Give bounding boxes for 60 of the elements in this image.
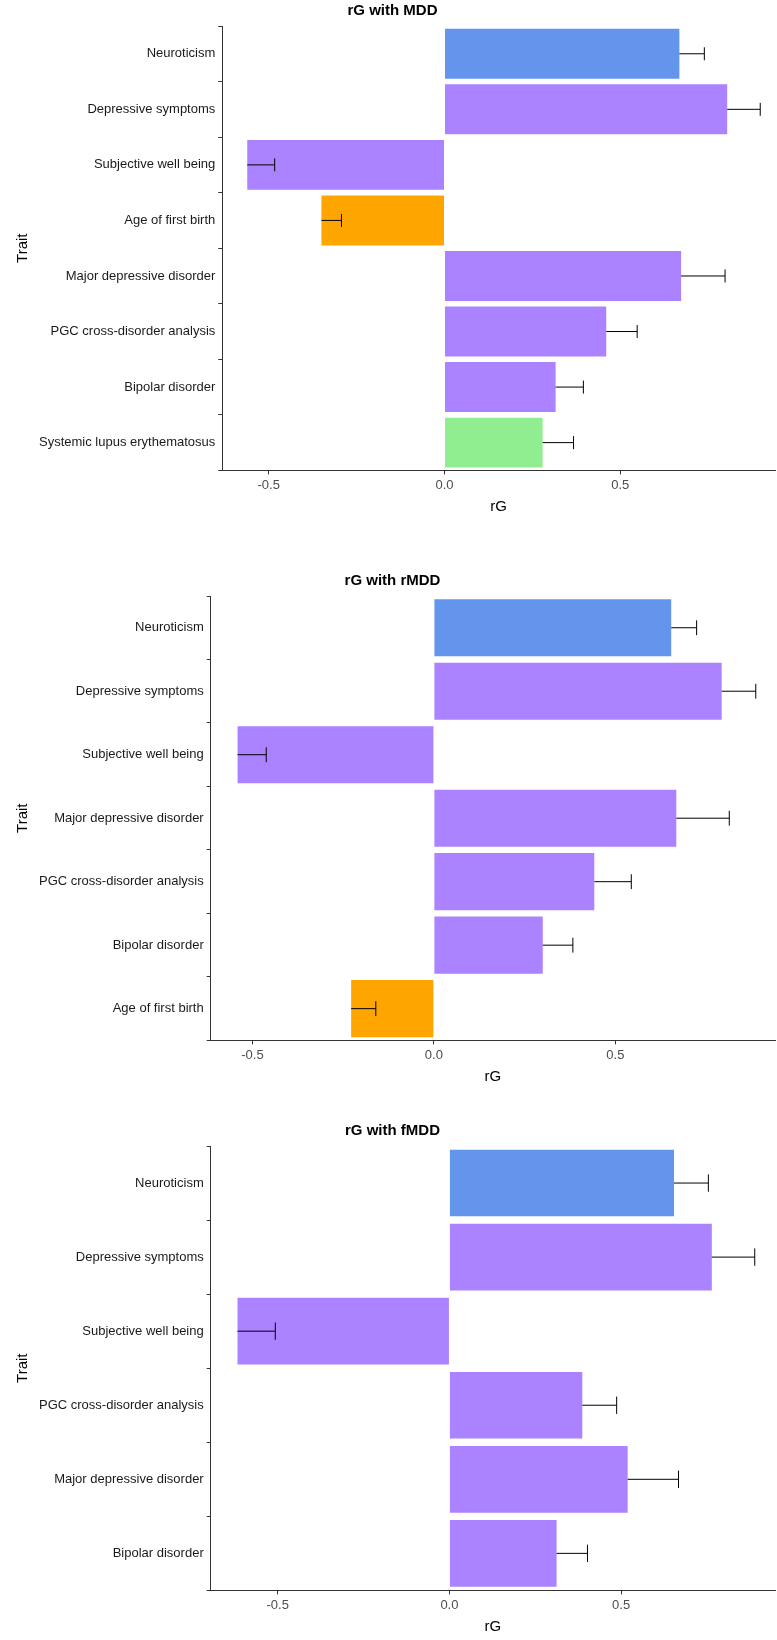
y-tick-label: Age of first birth [124,212,216,227]
y-tick-label: Age of first birth [112,1000,204,1016]
y-tick-label: Depressive symptoms [75,1248,205,1264]
x-tick-label: 0.5 [612,1596,631,1612]
y-tick-label: Bipolar disorder [112,936,205,952]
y-axis-title: Trait [13,232,31,263]
y-tick-label: Neuroticism [135,619,204,635]
y-tick-label: Neuroticism [146,45,216,61]
y-tick-label: Systemic lupus erythematosus [39,434,216,450]
x-tick-label: 0.0 [424,1046,443,1062]
y-axis-title: Trait [13,802,31,833]
bar [434,789,677,847]
bar [237,1297,449,1365]
bar [449,1520,557,1587]
chart-title: rG with MDD [347,1,438,19]
y-tick-label: PGC cross-disorder analysis [39,1396,205,1412]
bar [449,1445,628,1513]
bar [434,853,595,911]
bar [445,28,680,79]
chart-title: rG with rMDD [344,571,441,589]
y-tick-label: Major depressive disorder [65,267,216,283]
chart-title: rG with fMDD [345,1121,441,1139]
bar [449,1223,712,1291]
bar [434,662,722,720]
bar [445,250,682,301]
y-tick-label: Depressive symptoms [87,100,216,116]
x-tick-label: -0.5 [266,1596,289,1612]
y-tick-label: Subjective well being [93,156,216,172]
y-tick-label: PGC cross-disorder analysis [39,873,205,889]
bar [445,84,728,135]
y-tick-label: Depressive symptoms [75,682,205,698]
bar [445,362,556,413]
x-axis-title: rG [484,1617,502,1635]
x-axis-title: rG [484,1067,502,1085]
bar [449,1371,583,1439]
y-tick-label: PGC cross-disorder analysis [50,323,216,339]
bar [434,916,543,974]
bar [449,1149,675,1217]
y-tick-label: Subjective well being [82,746,204,762]
x-tick-label: -0.5 [241,1046,264,1062]
x-axis-title: rG [490,497,507,515]
y-tick-label: Bipolar disorder [124,378,216,394]
bar [445,306,607,357]
y-tick-label: Major depressive disorder [54,809,205,825]
bar [434,599,672,657]
y-tick-label: Subjective well being [82,1322,204,1338]
y-tick-label: Neuroticism [135,1174,204,1190]
y-tick-label: Major depressive disorder [54,1470,205,1486]
x-tick-label: 0.5 [606,1046,625,1062]
x-tick-label: 0.0 [440,1596,459,1612]
bar [321,195,444,246]
bar [351,980,434,1038]
y-tick-label: Bipolar disorder [112,1544,205,1560]
x-tick-label: -0.5 [257,476,280,492]
x-tick-label: 0.0 [435,476,454,492]
bar [445,417,543,468]
x-tick-label: 0.5 [611,476,630,492]
bar [237,726,434,784]
bar [247,139,444,190]
y-axis-title: Trait [13,1352,31,1383]
